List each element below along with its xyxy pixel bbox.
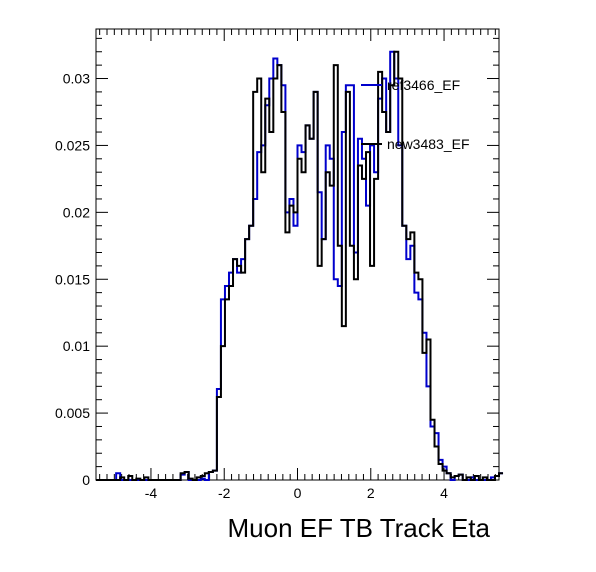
legend-label-ref3466-ef: ref3466_EF (387, 77, 460, 93)
legend-label-new3483-ef: new3483_EF (387, 136, 470, 152)
x-tick-label: -4 (145, 485, 158, 501)
x-tick-label: 0 (294, 485, 302, 501)
x-tick-label: 4 (440, 485, 448, 501)
y-tick-label: 0.025 (55, 137, 90, 153)
x-tick-label: -2 (218, 485, 231, 501)
y-tick-label: 0 (82, 472, 90, 488)
y-tick-label: 0.03 (63, 71, 90, 87)
legend: ref3466_EF new3483_EF (361, 77, 470, 152)
y-tick-label: 0.01 (63, 338, 90, 354)
y-tick-label: 0.015 (55, 271, 90, 287)
series-line-new3483-ef (96, 50, 504, 481)
y-tick-label: 0.005 (55, 405, 90, 421)
series-group (96, 50, 504, 481)
x-axis-title: Muon EF TB Track Eta (227, 513, 490, 543)
y-tick-label: 0.02 (63, 204, 90, 220)
x-tick-label: 2 (367, 485, 375, 501)
